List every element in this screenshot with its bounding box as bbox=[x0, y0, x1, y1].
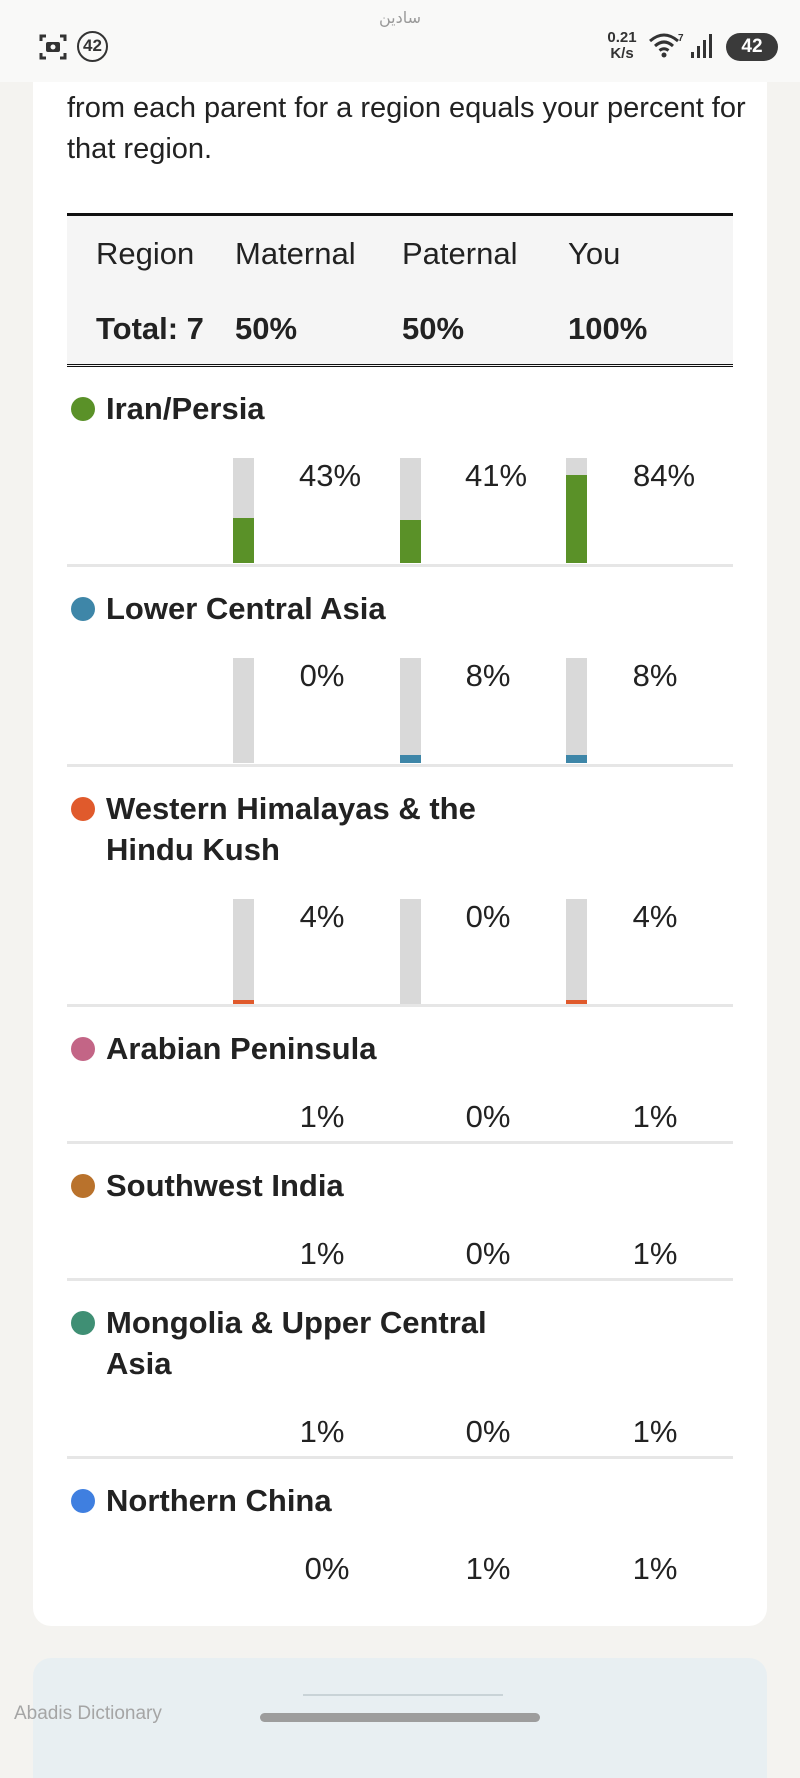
region-row-southwest-india[interactable]: Southwest India 1% 0% 1% bbox=[67, 1144, 733, 1281]
you-percent: 1% bbox=[632, 1414, 678, 1449]
header-paternal: Paternal bbox=[402, 236, 518, 271]
region-name: Mongolia & Upper Central Asia bbox=[106, 1305, 487, 1381]
paternal-percent: 0% bbox=[465, 1414, 511, 1449]
maternal-bar bbox=[233, 658, 254, 763]
region-color-dot bbox=[71, 1489, 95, 1513]
region-name: Lower Central Asia bbox=[106, 591, 386, 626]
region-color-dot bbox=[71, 397, 95, 421]
you-percent: 1% bbox=[632, 1099, 678, 1134]
maternal-percent: 1% bbox=[299, 1236, 345, 1271]
total-paternal: 50% bbox=[402, 311, 465, 346]
region-row-northern-china[interactable]: Northern China 0% 1% 1% bbox=[67, 1459, 733, 1599]
region-color-dot bbox=[71, 1037, 95, 1061]
you-percent: 8% bbox=[632, 658, 678, 693]
region-row-lower-central-asia[interactable]: Lower Central Asia 0% 8% 8% bbox=[67, 567, 733, 767]
you-bar-fill bbox=[566, 999, 587, 1004]
you-percent: 84% bbox=[632, 458, 696, 493]
paternal-bar bbox=[400, 658, 421, 763]
region-color-dot bbox=[71, 797, 95, 821]
maternal-bar-fill bbox=[233, 999, 254, 1004]
battery-indicator: 42 bbox=[726, 33, 778, 61]
maternal-percent: 0% bbox=[304, 1551, 350, 1586]
you-bar bbox=[566, 899, 587, 1004]
you-bar-fill bbox=[566, 474, 587, 563]
paternal-bar bbox=[400, 899, 421, 1004]
table-header: Region Maternal Paternal You Total: 7 50… bbox=[67, 213, 733, 367]
region-row-mongolia[interactable]: Mongolia & Upper Central Asia 1% 0% 1% bbox=[67, 1281, 733, 1459]
next-card-divider bbox=[303, 1694, 503, 1696]
region-color-dot bbox=[71, 1311, 95, 1335]
paternal-bar-fill bbox=[400, 754, 421, 763]
network-speed-value: 0.21 bbox=[607, 29, 637, 46]
cell-signal-icon bbox=[691, 34, 712, 58]
wifi-icon: 7 bbox=[649, 33, 684, 58]
total-regions: Total: 7 bbox=[96, 311, 204, 346]
paternal-percent: 8% bbox=[465, 658, 511, 693]
region-color-dot bbox=[71, 1174, 95, 1198]
paternal-bar bbox=[400, 458, 421, 563]
maternal-percent: 4% bbox=[299, 899, 345, 934]
screenshot-icon bbox=[39, 34, 67, 60]
you-bar-fill bbox=[566, 754, 587, 763]
maternal-percent: 1% bbox=[299, 1414, 345, 1449]
paternal-percent: 1% bbox=[465, 1551, 511, 1586]
maternal-percent: 0% bbox=[299, 658, 345, 693]
region-row-iran-persia[interactable]: Iran/Persia 43% 41% 84% bbox=[67, 367, 733, 567]
intro-text: from each parent for a region equals you… bbox=[67, 92, 746, 165]
header-you: You bbox=[568, 236, 621, 271]
wifi-superscript: 7 bbox=[678, 33, 684, 44]
notification-count-badge: 42 bbox=[77, 31, 108, 62]
total-maternal: 50% bbox=[235, 311, 298, 346]
you-percent: 4% bbox=[632, 899, 678, 934]
region-name: Arabian Peninsula bbox=[106, 1031, 377, 1066]
status-app-label: سادین bbox=[378, 10, 422, 27]
home-indicator[interactable] bbox=[260, 1713, 540, 1722]
region-name: Southwest India bbox=[106, 1168, 344, 1203]
header-region: Region bbox=[96, 236, 195, 271]
header-maternal: Maternal bbox=[235, 236, 356, 271]
paternal-percent: 41% bbox=[464, 458, 528, 493]
maternal-bar bbox=[233, 458, 254, 563]
maternal-bar-fill bbox=[233, 517, 254, 563]
network-speed-unit: K/s bbox=[610, 45, 634, 62]
paternal-bar-fill bbox=[400, 519, 421, 563]
region-row-western-himalayas[interactable]: Western Himalayas & the Hindu Kush 4% 0%… bbox=[67, 767, 733, 1007]
status-bar: سادین 42 0.21 K/s 7 42 bbox=[0, 0, 800, 82]
network-speed: 0.21 K/s bbox=[604, 30, 640, 62]
you-percent: 1% bbox=[632, 1236, 678, 1271]
paternal-percent: 0% bbox=[465, 1236, 511, 1271]
you-bar bbox=[566, 658, 587, 763]
you-bar bbox=[566, 458, 587, 563]
paternal-percent: 0% bbox=[465, 899, 511, 934]
maternal-percent: 43% bbox=[298, 458, 362, 493]
you-percent: 1% bbox=[632, 1551, 678, 1586]
maternal-percent: 1% bbox=[299, 1099, 345, 1134]
region-name: Northern China bbox=[106, 1483, 332, 1518]
region-name: Iran/Persia bbox=[106, 391, 265, 426]
region-color-dot bbox=[71, 597, 95, 621]
paternal-percent: 0% bbox=[465, 1099, 511, 1134]
maternal-bar bbox=[233, 899, 254, 1004]
total-you: 100% bbox=[568, 311, 648, 346]
region-name: Western Himalayas & the Hindu Kush bbox=[106, 791, 476, 867]
region-row-arabian-peninsula[interactable]: Arabian Peninsula 1% 0% 1% bbox=[67, 1007, 733, 1144]
bottom-app-label: Abadis Dictionary bbox=[14, 1703, 162, 1724]
